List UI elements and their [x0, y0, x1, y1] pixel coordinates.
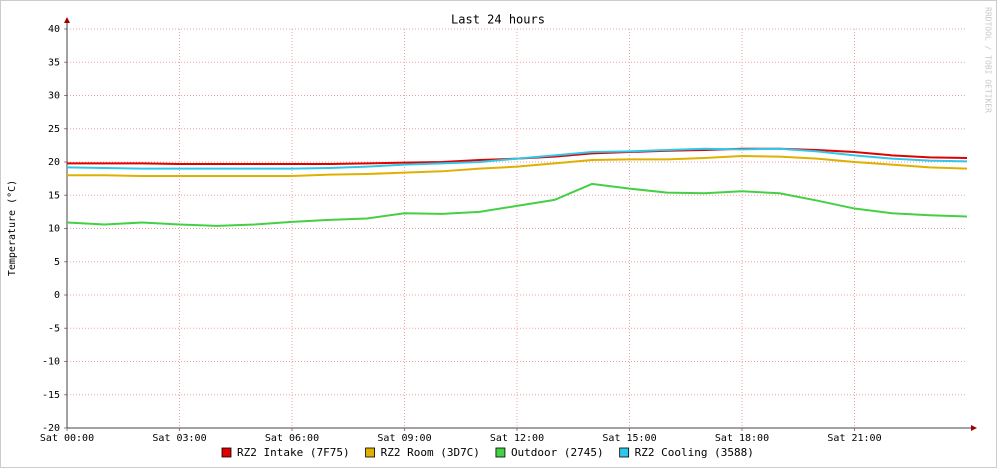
- axis-arrow: [971, 425, 977, 431]
- x-tick-label: Sat 03:00: [152, 433, 206, 444]
- y-tick-label: -15: [42, 390, 60, 401]
- legend-label: RZ2 Intake (7F75): [237, 446, 350, 459]
- y-tick-label: 25: [48, 124, 60, 135]
- legend-swatch: [221, 447, 232, 458]
- legend-swatch: [619, 447, 630, 458]
- series-line: [66, 182, 968, 227]
- grid: -20 -15 -10 -5 0 5 10 15 20 25 30 35 40 Sat 00:00 Sat …: [40, 17, 977, 444]
- y-tick-label: 15: [48, 190, 60, 201]
- legend-swatch: [495, 447, 506, 458]
- series-line: [66, 147, 968, 170]
- legend-label: Outdoor (2745): [511, 446, 604, 459]
- x-tick-label: Sat 09:00: [377, 433, 431, 444]
- legend-label: RZ2 Cooling (3588): [635, 446, 754, 459]
- y-tick-label: 20: [48, 157, 60, 168]
- legend-swatch: [365, 447, 375, 458]
- y-tick-label: 0: [54, 290, 60, 301]
- x-tick-label: Sat 06:00: [265, 433, 319, 444]
- y-tick-label: 30: [48, 91, 60, 102]
- y-axis-label: Temperature (°C): [7, 180, 18, 276]
- y-tick-label: 10: [48, 224, 60, 235]
- x-tick-label: Sat 21:00: [827, 433, 881, 444]
- watermark: RRDTOOL / TOBI OETIKER: [984, 7, 993, 113]
- series-line: [67, 155, 968, 177]
- y-tick-label: 40: [48, 24, 60, 35]
- x-tick-label: Sat 12:00: [490, 433, 544, 444]
- plot: [66, 147, 968, 227]
- y-tick-label: 5: [54, 257, 60, 268]
- chart-title: Last 24 hours: [451, 13, 545, 27]
- y-tick-label: -20: [42, 423, 60, 434]
- axis-arrow: [64, 17, 70, 23]
- x-tick-label: Sat 00:00: [40, 433, 94, 444]
- x-tick-label: Sat 15:00: [602, 433, 656, 444]
- legend: RZ2 Intake (7F75) RZ2 Room (3D7C) Outdoor …: [221, 446, 754, 459]
- y-tick-label: -10: [42, 357, 60, 368]
- y-tick-label: 35: [48, 57, 60, 68]
- legend-label: RZ2 Room (3D7C): [381, 446, 480, 459]
- x-tick-label: Sat 18:00: [715, 433, 769, 444]
- y-tick-label: -5: [48, 323, 60, 334]
